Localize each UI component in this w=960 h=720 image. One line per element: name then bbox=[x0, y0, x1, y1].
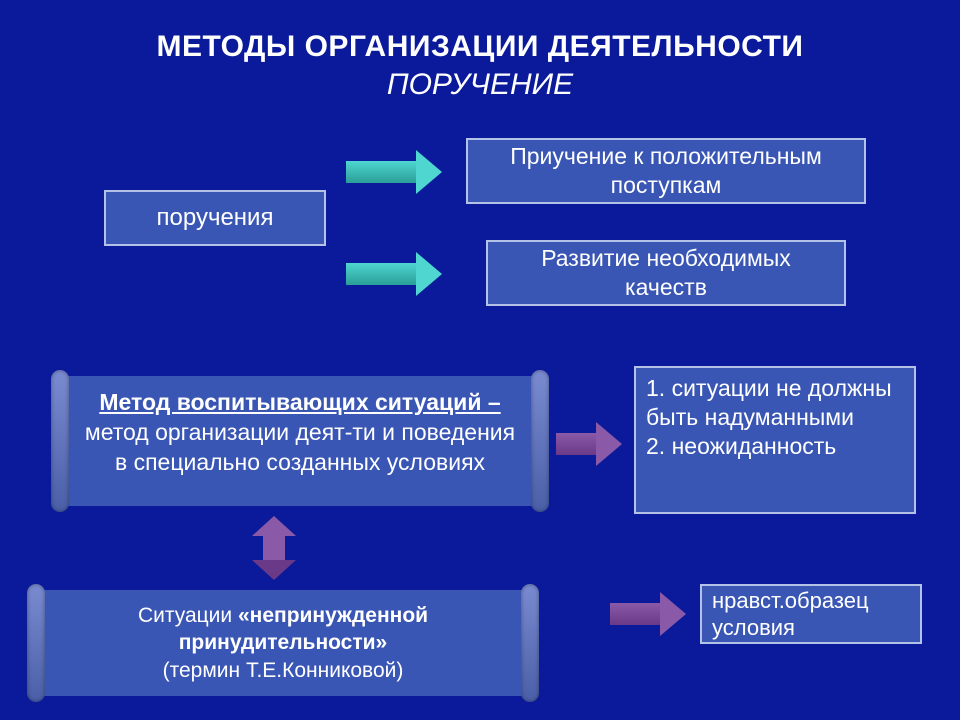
box-moral-model-text: нравст.образец условия bbox=[712, 587, 910, 642]
scroll-coercion-sub: (термин Т.Е.Конниковой) bbox=[58, 657, 508, 684]
title-main: МЕТОДЫ ОРГАНИЗАЦИИ ДЕЯТЕЛЬНОСТИ bbox=[0, 30, 960, 64]
box-conditions-list: 1. ситуации не должны быть надуманными 2… bbox=[634, 366, 916, 514]
box-positive-acts: Приучение к положительным поступкам bbox=[466, 138, 866, 204]
arrow-bidirectional-icon bbox=[252, 516, 296, 580]
scroll-coercion: Ситуации «непринужденной принудительност… bbox=[36, 590, 530, 696]
scroll-method-body: метод организации деят-ти и поведения в … bbox=[82, 418, 518, 478]
box-develop-qualities: Развитие необходимых качеств bbox=[486, 240, 846, 306]
box-conditions-text: 1. ситуации не должны быть надуманными 2… bbox=[646, 374, 904, 460]
arrow-right-icon bbox=[346, 252, 442, 296]
title-sub: ПОРУЧЕНИЕ bbox=[0, 68, 960, 102]
arrow-right-icon bbox=[346, 150, 442, 194]
box-moral-model: нравст.образец условия bbox=[700, 584, 922, 644]
arrow-right-icon bbox=[610, 592, 686, 636]
scroll-method-situations: Метод воспитывающих ситуаций – метод орг… bbox=[60, 376, 540, 506]
scroll-coercion-pre: Ситуации bbox=[138, 604, 238, 627]
box-positive-acts-text: Приучение к положительным поступкам bbox=[478, 142, 854, 200]
slide-title: МЕТОДЫ ОРГАНИЗАЦИИ ДЕЯТЕЛЬНОСТИ ПОРУЧЕНИ… bbox=[0, 30, 960, 102]
box-assignments: поручения bbox=[104, 190, 326, 246]
scroll-method-title: Метод воспитывающих ситуаций – bbox=[99, 389, 500, 415]
box-assignments-text: поручения bbox=[157, 203, 274, 233]
box-develop-qualities-text: Развитие необходимых качеств bbox=[498, 244, 834, 302]
arrow-right-icon bbox=[556, 422, 622, 466]
